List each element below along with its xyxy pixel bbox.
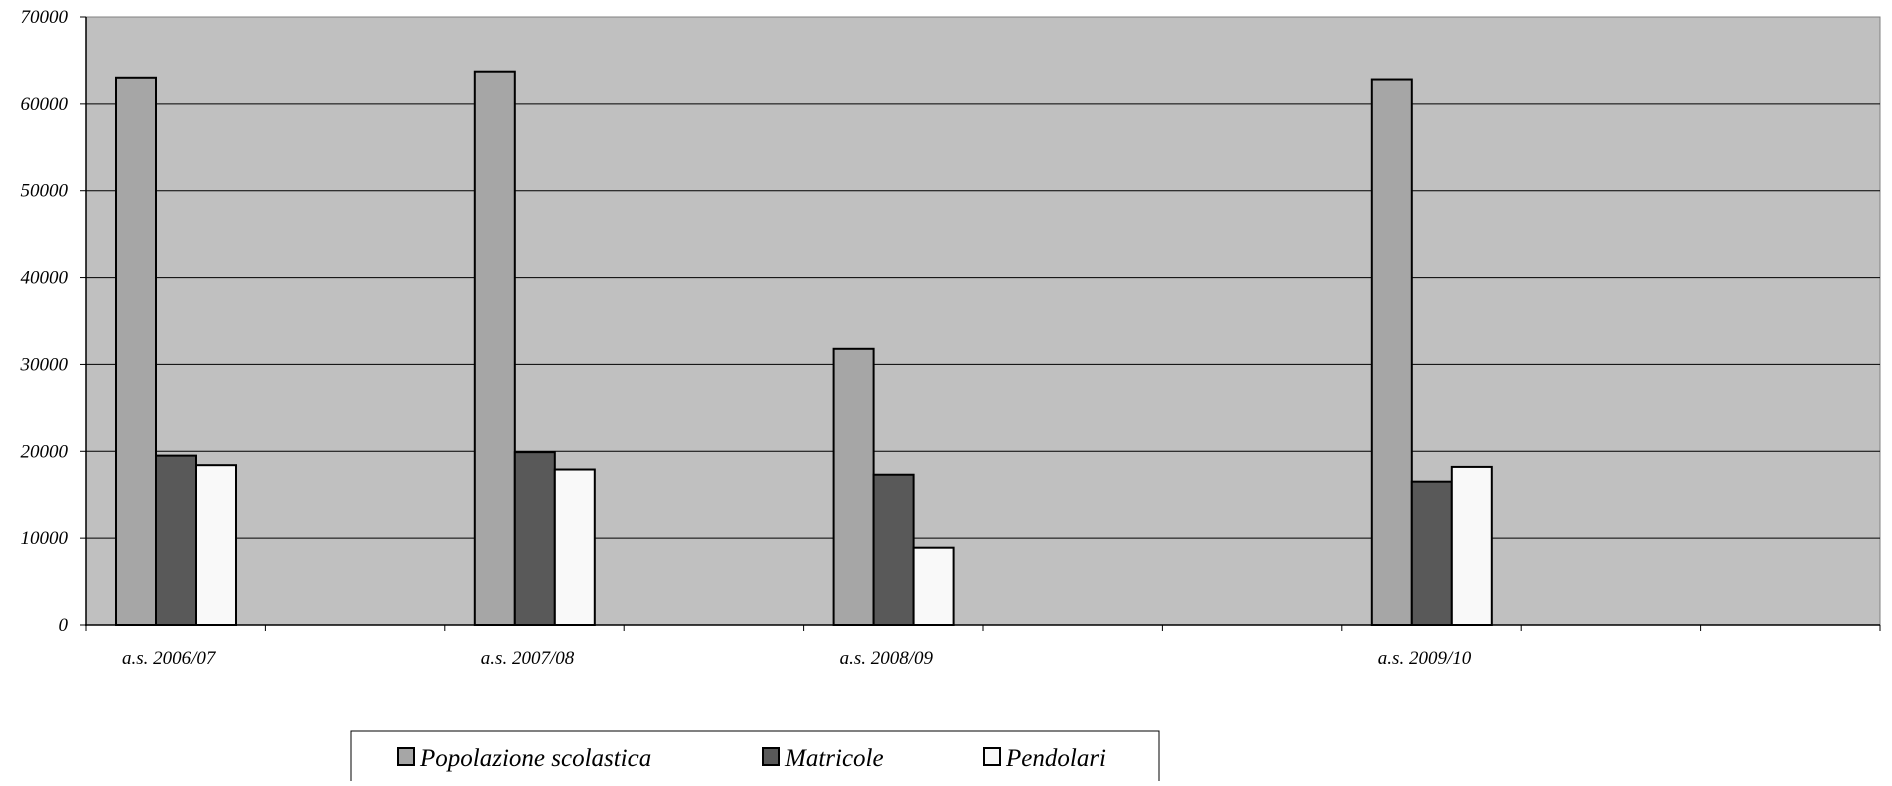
legend-entry-label: Pendolari [1005,745,1106,772]
legend-swatch [983,747,1001,766]
bars [115,70,1493,627]
bar-matricole [872,473,915,627]
bar-popolazione-scolastica [473,70,516,627]
gridlines [86,103,1880,539]
x-category-label: a.s. 2009/10 [1378,648,1472,669]
y-tick-label: 20000 [21,441,69,462]
bar-matricole [1410,480,1453,626]
x-axis-category-labels: a.s. 2006/07 a.s. 2007/08 a.s. 2008/09 a.s.… [122,648,1472,669]
y-tick-label: 40000 [21,268,69,289]
legend-box [350,730,1160,786]
y-tick-label: 10000 [21,528,69,549]
bar-pendolari [912,546,955,626]
y-tick-label: 30000 [20,354,69,375]
x-category-label: a.s. 2007/08 [481,648,575,669]
y-tick-label: 50000 [21,181,69,202]
plot-area [85,16,1881,626]
legend-swatch [397,747,415,766]
bar-popolazione-scolastica [1370,78,1413,626]
legend-swatch [762,747,780,766]
bar-pendolari [195,464,237,626]
y-tick-label: 0 [59,615,69,636]
bar-popolazione-scolastica [832,347,875,626]
bar-pendolari [553,468,596,627]
y-tick-label: 70000 [21,7,69,28]
bar-pendolari [1450,465,1493,627]
bar-matricole [513,451,556,627]
legend-entry-label: Popolazione scolastica [419,745,651,772]
axes [80,16,1881,631]
bar-popolazione-scolastica [115,76,157,627]
y-tick-label: 60000 [21,94,69,115]
y-axis-tick-labels: 0 10000 20000 30000 40000 50000 60000 70000 [20,7,69,636]
bar-matricole [155,454,197,626]
x-category-label: a.s. 2006/07 [122,648,217,669]
legend-entry-label: Matricole [784,745,884,772]
x-category-label: a.s. 2008/09 [840,648,934,669]
legend: Popolazione scolastica Matricole Pendolari [350,730,1160,786]
